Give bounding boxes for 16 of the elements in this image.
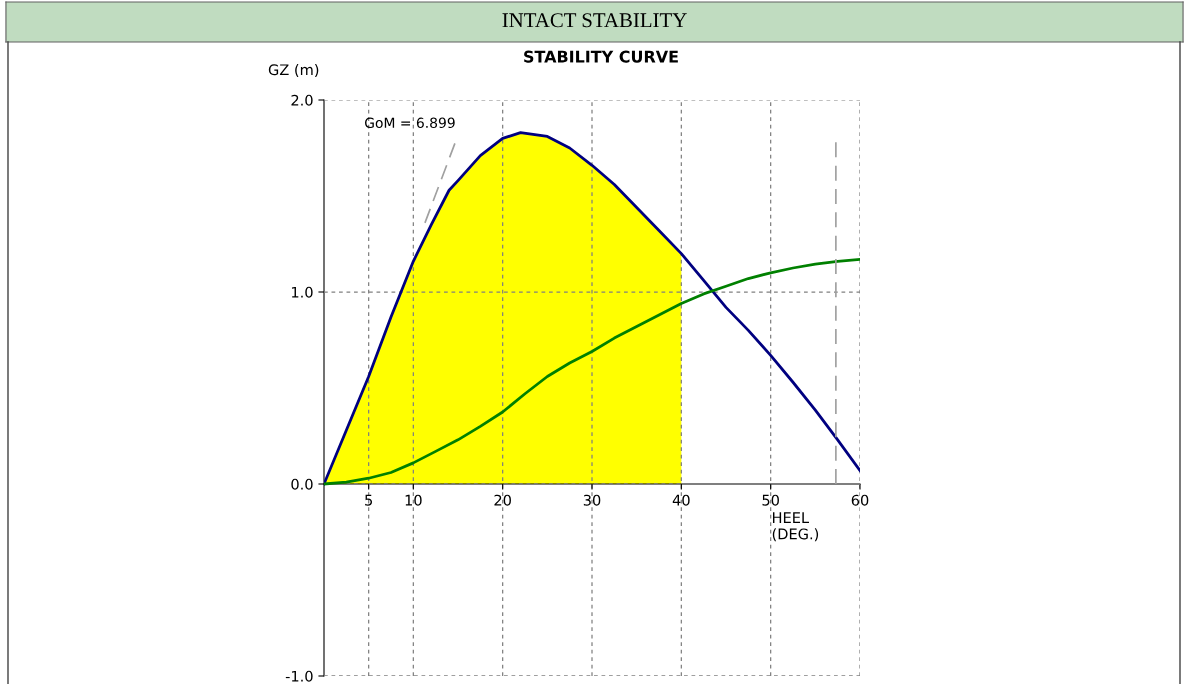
- x-tick-label: 40: [672, 494, 690, 506]
- chart-subtitle: STABILITY CURVE: [524, 50, 678, 63]
- x-axis-title: HEEL (DEG.): [772, 512, 819, 542]
- y-tick-label: 0.0: [291, 478, 313, 490]
- x-tick-label: 60: [851, 494, 869, 506]
- x-tick-label: 10: [405, 494, 422, 506]
- x-tick-label: 5: [365, 494, 373, 506]
- annotation: GoM = 6.899: [364, 117, 455, 129]
- y-tick-label: -1.0: [285, 670, 313, 682]
- x-tick-label: 20: [494, 494, 511, 506]
- y-tick-label: 1.0: [291, 286, 313, 298]
- x-tick-label: 50: [762, 494, 779, 506]
- y-axis-title: GZ (m): [268, 63, 319, 77]
- x-tick-label: 30: [583, 494, 601, 506]
- chart-title: INTACT STABILITY: [502, 13, 687, 28]
- y-tick-label: 2.0: [291, 94, 313, 106]
